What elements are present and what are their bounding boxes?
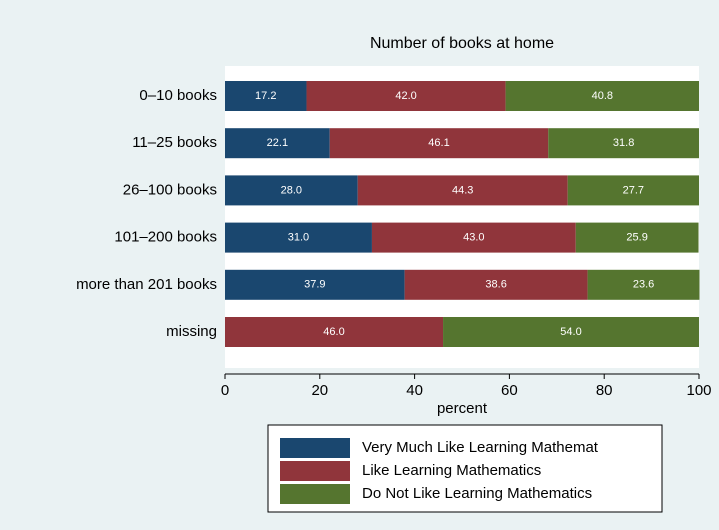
value-label: 22.1 <box>267 137 288 149</box>
value-label: 44.3 <box>452 184 473 196</box>
value-label: 31.8 <box>613 137 634 149</box>
y-tick-label: more than 201 books <box>76 276 217 293</box>
legend-label: Very Much Like Learning Mathemat <box>362 439 599 456</box>
y-tick-label: 0–10 books <box>139 87 217 104</box>
bar-segment <box>548 128 699 159</box>
legend-swatch <box>280 461 350 481</box>
legend-label: Like Learning Mathematics <box>362 462 541 479</box>
y-tick-label: 101–200 books <box>114 229 217 246</box>
x-tick-label: 60 <box>501 382 518 399</box>
legend-swatch <box>280 438 350 458</box>
x-tick-label: 100 <box>686 382 711 399</box>
bar-segment <box>404 269 588 300</box>
value-label: 17.2 <box>255 90 276 102</box>
x-tick-label: 80 <box>596 382 613 399</box>
bar-segment <box>443 317 699 347</box>
value-label: 54.0 <box>560 326 581 338</box>
value-label: 28.0 <box>281 184 302 196</box>
bar-segment <box>225 81 307 111</box>
bar-segment <box>567 175 699 206</box>
bar-segment <box>505 81 699 111</box>
value-label: 25.9 <box>626 232 647 244</box>
bar-segment <box>225 128 330 159</box>
bar-segment <box>575 222 699 253</box>
value-label: 46.0 <box>323 326 344 338</box>
x-tick-label: 20 <box>311 382 328 399</box>
bar-segment <box>371 222 576 253</box>
chart-title: Number of books at home <box>370 35 554 52</box>
bar-segment <box>329 128 549 159</box>
bar-segment <box>225 317 444 347</box>
value-label: 46.1 <box>428 137 449 149</box>
value-label: 43.0 <box>463 232 484 244</box>
x-tick-label: 0 <box>221 382 229 399</box>
x-axis-label: percent <box>437 400 488 417</box>
y-tick-label: missing <box>166 323 217 340</box>
y-tick-label: 11–25 books <box>132 134 217 151</box>
legend-swatch <box>280 484 350 504</box>
value-label: 27.7 <box>623 184 644 196</box>
value-label: 38.6 <box>485 279 506 291</box>
value-label: 23.6 <box>633 279 654 291</box>
legend-label: Do Not Like Learning Mathematics <box>362 485 592 502</box>
bar-segment <box>587 269 700 300</box>
value-label: 37.9 <box>304 279 325 291</box>
bar-segment <box>225 269 405 300</box>
y-tick-label: 26–100 books <box>123 181 217 198</box>
value-label: 31.0 <box>288 232 309 244</box>
bar-segment <box>225 175 358 206</box>
x-tick-label: 40 <box>406 382 423 399</box>
bar-segment <box>225 222 372 253</box>
value-label: 42.0 <box>395 90 416 102</box>
bar-segment <box>357 175 568 206</box>
bar-segment <box>306 81 506 111</box>
value-label: 40.8 <box>592 90 613 102</box>
